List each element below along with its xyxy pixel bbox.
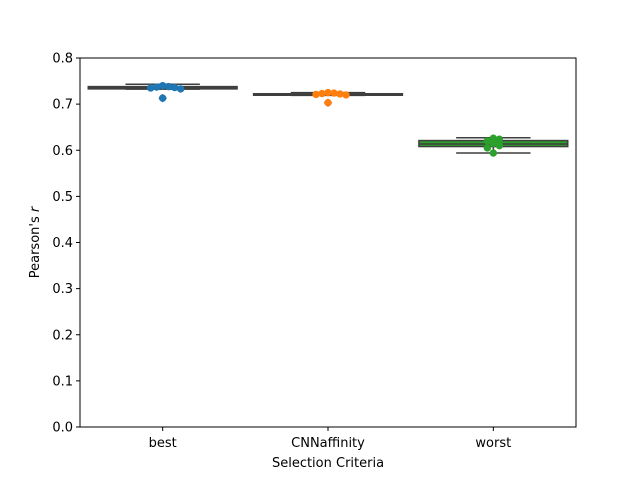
data-point — [483, 137, 492, 145]
data-point — [152, 83, 161, 91]
data-point — [336, 90, 344, 98]
plot-area — [87, 81, 569, 157]
x-tick-label: best — [149, 436, 177, 451]
x-tick-label: CNNaffinity — [291, 436, 365, 451]
y-tick-label: 0.1 — [52, 374, 73, 389]
y-tick-label: 0.2 — [52, 328, 73, 343]
x-axis: best CNNaffinity worst — [149, 427, 511, 451]
y-axis-label-variable: r — [28, 205, 43, 212]
data-point — [158, 81, 167, 90]
data-point — [489, 149, 498, 157]
y-tick-label: 0.3 — [52, 282, 73, 297]
data-point — [170, 83, 179, 92]
data-point — [324, 99, 332, 107]
data-point — [146, 84, 155, 92]
y-tick-label: 0.0 — [52, 421, 73, 436]
data-point — [489, 139, 498, 148]
data-point — [342, 91, 350, 99]
x-axis-label: Selection Criteria — [272, 456, 384, 471]
data-point — [495, 141, 504, 150]
data-point — [330, 89, 338, 97]
y-tick-label: 0.4 — [52, 236, 73, 251]
y-tick-label: 0.6 — [52, 144, 73, 159]
x-tick-label: worst — [475, 436, 511, 451]
box-CNNaffinity — [252, 88, 404, 107]
data-point — [176, 85, 185, 93]
data-point — [164, 82, 173, 91]
axes-frame — [79, 57, 577, 428]
box-worst — [418, 134, 569, 157]
data-point — [312, 90, 320, 99]
y-axis: 0.0 0.1 0.2 0.3 0.4 0.5 0.6 0.7 0.8 — [52, 52, 80, 436]
data-point — [483, 144, 492, 152]
y-axis-label-prefix: Pearson's — [28, 212, 43, 278]
data-point — [318, 89, 326, 98]
data-point — [324, 88, 332, 97]
box-best — [87, 81, 238, 103]
data-point — [495, 135, 504, 143]
y-tick-label: 0.5 — [52, 190, 73, 205]
y-tick-label: 0.7 — [52, 98, 73, 113]
y-axis-label: Pearson's r — [28, 205, 43, 278]
data-point — [158, 94, 167, 102]
y-tick-label: 0.8 — [52, 52, 73, 67]
